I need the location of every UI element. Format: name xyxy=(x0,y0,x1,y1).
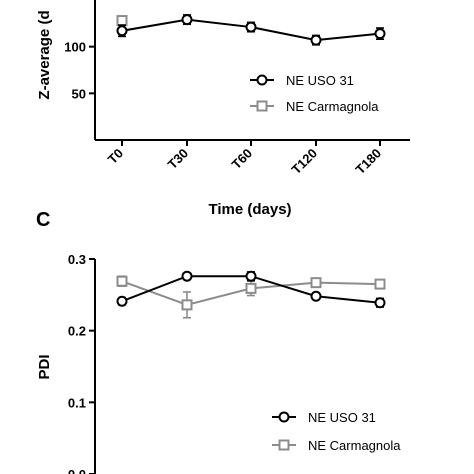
panel-letter-c: C xyxy=(36,209,50,231)
x-ticks-z-average: T0 T30 T60 T120 T180 xyxy=(105,140,384,177)
data-point xyxy=(181,270,193,282)
y-ticks-pdi: 0.0 0.1 0.2 0.3 xyxy=(68,252,95,474)
x-tick-label: T30 xyxy=(165,146,191,172)
y-ticks-z-average: 50 100 xyxy=(64,40,95,101)
data-point xyxy=(116,15,128,27)
series-ne-carmagnola xyxy=(116,275,386,319)
legend-label: NE USO 31 xyxy=(286,73,354,88)
axes-z-average xyxy=(94,0,410,141)
data-point xyxy=(116,295,128,307)
data-point xyxy=(116,275,128,287)
x-tick-label: T180 xyxy=(353,146,385,178)
x-tick-label: T0 xyxy=(105,146,126,167)
legend-z-average: NE USO 31 NE Carmagnola xyxy=(250,73,379,114)
data-point xyxy=(374,278,386,290)
data-point xyxy=(245,270,257,282)
data-point xyxy=(310,290,322,302)
legend-marker xyxy=(278,439,290,451)
data-point xyxy=(245,21,257,33)
data-point xyxy=(374,28,386,40)
x-axis-title-time: Time (days) xyxy=(208,201,291,218)
legend-pdi: NE USO 31 NE Carmagnola xyxy=(272,410,401,453)
series-z-average xyxy=(116,14,386,46)
legend-label: NE Carmagnola xyxy=(308,438,401,453)
panel-z-average: Z-average (d 50 100 T0 T30 T60 T120 T180 Time… xyxy=(36,0,410,218)
series-ne-uso-31 xyxy=(116,14,386,46)
data-point xyxy=(245,282,257,294)
y-axis-title-z-average: Z-average (d xyxy=(36,10,53,99)
data-point xyxy=(374,297,386,309)
data-point xyxy=(181,14,193,26)
y-axis-title-pdi: PDI xyxy=(36,354,53,379)
y-tick-label: 0.3 xyxy=(68,252,86,267)
series-pdi xyxy=(116,270,386,319)
data-point xyxy=(116,25,128,37)
y-tick-label: 100 xyxy=(64,40,86,55)
y-tick-label: 0.2 xyxy=(68,324,86,339)
y-tick-label: 0.1 xyxy=(68,395,86,410)
data-point xyxy=(310,34,322,46)
legend-marker xyxy=(256,100,268,112)
series-ne-carmagnola xyxy=(116,15,128,27)
panel-pdi: C PDI 0.0 0.1 0.2 0.3 NE USO 31 NE Carmagnol… xyxy=(36,209,401,474)
y-tick-label: 0.0 xyxy=(68,467,86,474)
y-tick-label: 50 xyxy=(72,86,86,101)
legend-marker xyxy=(278,411,290,423)
legend-label: NE Carmagnola xyxy=(286,99,379,114)
legend-marker xyxy=(256,74,268,86)
x-tick-label: T60 xyxy=(229,146,255,172)
x-tick-label: T120 xyxy=(289,146,321,178)
data-point xyxy=(310,277,322,289)
data-point xyxy=(181,299,193,311)
series-ne-uso-31 xyxy=(116,270,386,309)
legend-label: NE USO 31 xyxy=(308,410,376,425)
